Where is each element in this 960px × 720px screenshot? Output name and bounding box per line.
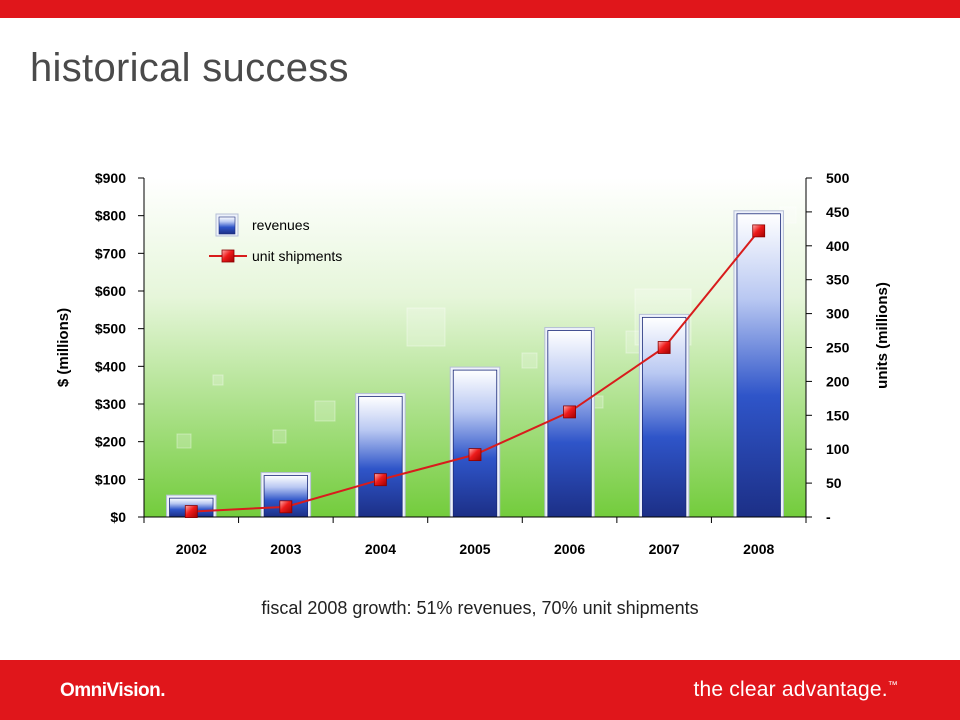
x-tick-label: 2006 <box>554 541 585 557</box>
x-tick-label: 2007 <box>649 541 680 557</box>
revenue-bar <box>736 213 781 518</box>
left-tick-label: $500 <box>95 321 126 337</box>
left-tick-label: $600 <box>95 283 126 299</box>
legend-marker-swatch <box>221 249 235 263</box>
decor-square <box>314 400 336 422</box>
logo-wordmark: OmniVision. <box>60 680 165 701</box>
right-tick-label: - <box>826 509 831 525</box>
legend-label-revenues: revenues <box>252 217 310 233</box>
tagline-text: the clear advantage. <box>693 678 888 701</box>
top-accent-bar <box>0 0 960 18</box>
x-tick-label: 2004 <box>365 541 396 557</box>
revenue-bar <box>452 369 498 518</box>
unit-shipments-marker <box>563 405 576 419</box>
unit-shipments-marker <box>468 448 482 462</box>
chart-caption: fiscal 2008 growth: 51% revenues, 70% un… <box>261 598 699 618</box>
right-tick-label: 50 <box>826 475 842 491</box>
right-tick-label: 500 <box>826 170 850 186</box>
unit-shipments-marker <box>184 505 198 518</box>
x-tick-label: 2005 <box>459 541 490 557</box>
left-tick-label: $200 <box>95 434 126 450</box>
right-tick-label: 300 <box>826 306 850 322</box>
revenue-bar <box>547 330 592 518</box>
revenue-shipments-chart: $0 $100 $200 $300 $400 $500 $600 $700 $800 $900 - 5… <box>55 170 891 557</box>
left-tick-label: $0 <box>110 509 126 525</box>
left-tick-label: $800 <box>95 208 126 224</box>
revenue-bar <box>358 396 403 518</box>
trademark-mark: ™ <box>887 680 898 691</box>
left-tick-label: $700 <box>95 245 126 261</box>
y2-axis-title: units (millions) <box>874 282 891 389</box>
x-tick-label: 2002 <box>176 541 207 557</box>
decor-square <box>212 374 224 386</box>
y-axis-title: $ (millions) <box>55 308 72 387</box>
decor-square <box>406 307 446 347</box>
decor-square <box>521 352 538 369</box>
right-tick-label: 250 <box>826 340 850 356</box>
unit-shipments-marker <box>752 224 766 238</box>
unit-shipments-marker <box>279 500 293 514</box>
x-tick-label: 2003 <box>270 541 301 557</box>
footer-tagline: the clear advantage.™ <box>693 678 898 702</box>
right-tick-label: 450 <box>826 204 850 220</box>
unit-shipments-marker <box>657 341 671 354</box>
right-tick-label: 350 <box>826 272 850 288</box>
decor-square <box>176 433 192 449</box>
slide-title: historical success <box>30 46 349 90</box>
left-tick-label: $300 <box>95 396 126 412</box>
legend-label-unit-shipments: unit shipments <box>252 248 342 264</box>
legend-bar-swatch <box>218 216 236 235</box>
right-tick-label: 150 <box>826 407 850 423</box>
right-tick-label: 100 <box>826 441 850 457</box>
footer-bar: OmniVision. the clear advantage.™ <box>0 660 960 720</box>
left-tick-label: $400 <box>95 358 126 374</box>
right-tick-label: 200 <box>826 373 850 389</box>
x-tick-label: 2008 <box>743 541 774 557</box>
right-tick-label: 400 <box>826 238 850 254</box>
left-tick-label: $900 <box>95 170 126 186</box>
unit-shipments-marker <box>374 473 387 487</box>
left-tick-label: $100 <box>95 471 126 487</box>
decor-square <box>272 429 287 444</box>
omnivision-logo: OmniVision. <box>60 680 166 701</box>
